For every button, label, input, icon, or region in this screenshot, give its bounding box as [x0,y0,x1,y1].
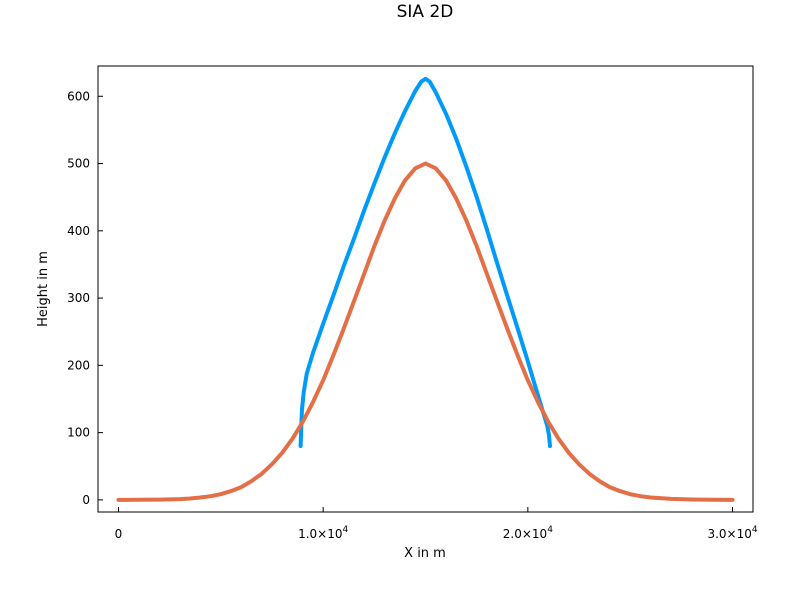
y-tick-label: 100 [67,426,90,440]
y-tick-label: 0 [82,493,90,507]
x-tick-label: 2.0×104 [503,525,553,541]
x-axis-label: X in m [404,546,446,561]
x-axis: 0 1.0×104 2.0×104 3.0×104 [115,507,758,541]
y-tick-label: 400 [67,224,90,238]
y-tick-label: 500 [67,157,90,171]
x-tick-label: 0 [115,527,123,541]
x-tick-label: 3.0×104 [707,525,757,541]
y-tick-label: 300 [67,291,90,305]
series-line-2 [116,161,735,502]
x-tick-label: 1.0×104 [298,525,348,541]
y-axis: 0 100 200 300 400 500 600 [67,89,103,507]
y-axis-label: Height in m [36,251,51,327]
chart-title: SIA 2D [397,2,454,22]
y-tick-label: 600 [67,89,90,103]
series-layer [116,76,735,502]
y-tick-label: 200 [67,358,90,372]
plot-frame [97,65,754,513]
series-line-1 [298,76,552,449]
